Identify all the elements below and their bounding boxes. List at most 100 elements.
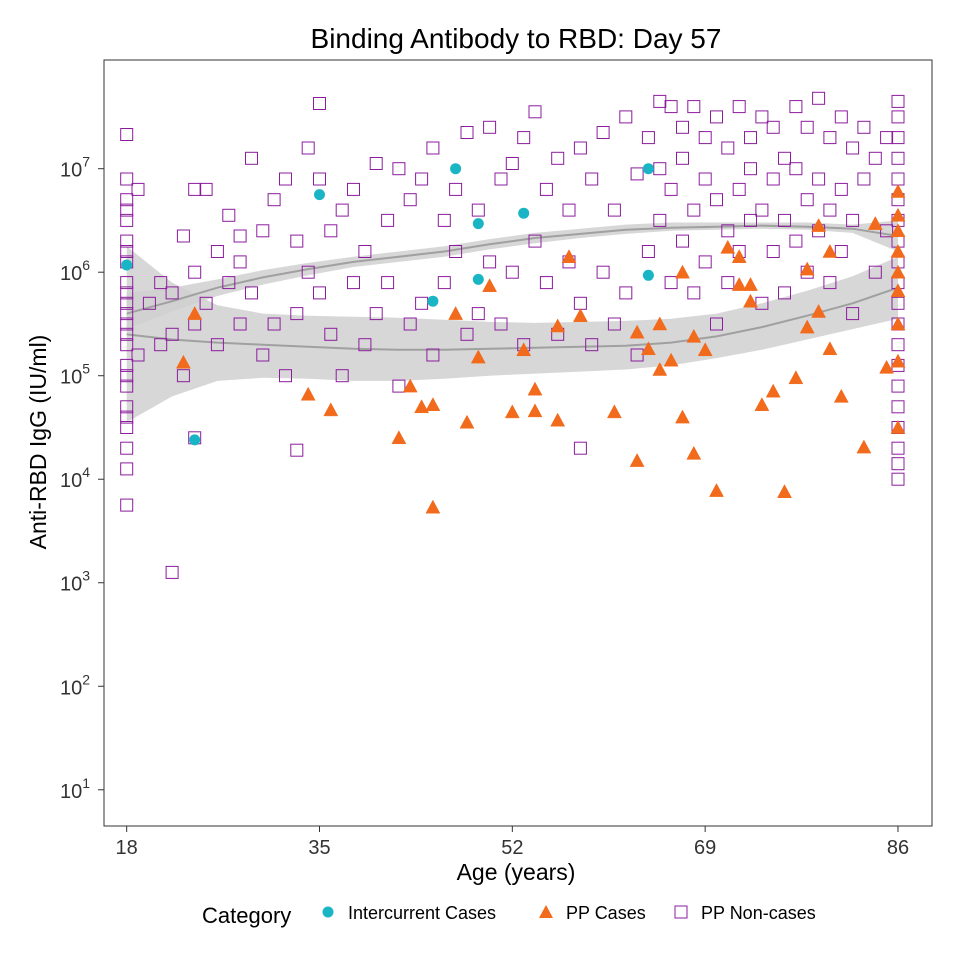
point-pp-non-case [199, 296, 213, 310]
point-pp-non-case [891, 94, 905, 108]
point-pp-case [890, 264, 906, 279]
point-pp-non-case [857, 172, 871, 186]
point-pp-case [686, 445, 702, 460]
point-pp-non-case [188, 265, 202, 279]
point-pp-non-case [483, 255, 497, 269]
point-pp-non-case [880, 224, 894, 238]
point-pp-non-case [131, 182, 145, 196]
point-pp-non-case [313, 172, 326, 186]
point-pp-case [504, 404, 520, 419]
point-pp-non-case [630, 167, 644, 181]
point-pp-non-case [120, 338, 134, 352]
legend-label: Intercurrent Cases [348, 903, 496, 923]
point-pp-case [572, 308, 588, 322]
point-pp-non-case [505, 157, 519, 170]
point-pp-non-case [403, 193, 417, 207]
point-pp-non-case [846, 307, 860, 321]
point-pp-non-case [120, 234, 134, 248]
point-pp-non-case [766, 172, 780, 186]
point-pp-non-case [301, 265, 315, 279]
point-pp-non-case [778, 286, 791, 300]
point-pp-non-case [676, 120, 689, 134]
point-pp-non-case [471, 307, 485, 321]
point-pp-case [890, 283, 906, 298]
point-pp-non-case [437, 276, 451, 290]
point-pp-non-case [120, 245, 134, 258]
point-pp-case [799, 261, 815, 276]
point-pp-non-case [698, 172, 712, 186]
point-intercurrent-case [189, 434, 201, 446]
point-pp-non-case [585, 338, 599, 352]
point-pp-non-case [607, 203, 621, 217]
plot-panel [103, 59, 933, 827]
point-pp-non-case [596, 265, 610, 279]
point-pp-non-case [891, 110, 905, 124]
point-pp-non-case [596, 126, 610, 139]
point-pp-non-case [290, 307, 304, 321]
point-pp-non-case [653, 213, 667, 227]
point-pp-case [561, 249, 577, 263]
point-pp-non-case [392, 379, 406, 393]
point-pp-non-case [494, 317, 508, 331]
point-intercurrent-case [642, 163, 654, 175]
point-pp-case [890, 183, 906, 198]
point-pp-case [731, 277, 747, 291]
point-pp-non-case [494, 172, 508, 186]
point-pp-non-case [415, 296, 429, 310]
point-pp-non-case [562, 203, 576, 217]
point-intercurrent-case [450, 163, 462, 175]
y-tick-label: 104 [60, 464, 90, 492]
point-pp-case [675, 264, 690, 279]
point-pp-case [527, 403, 543, 418]
point-pp-non-case [789, 162, 803, 176]
y-tick-label: 101 [60, 775, 90, 803]
point-pp-non-case [222, 208, 236, 222]
legend-key-intercurrent [322, 906, 334, 918]
point-pp-non-case [188, 182, 202, 196]
point-pp-non-case [846, 213, 860, 227]
point-pp-non-case [834, 182, 848, 196]
point-intercurrent-case [121, 259, 133, 271]
point-pp-case [459, 414, 475, 429]
point-pp-non-case [154, 276, 168, 290]
point-pp-non-case [233, 255, 247, 269]
legend: Category Intercurrent Cases PP Cases PP No… [202, 903, 816, 928]
point-pp-non-case [744, 131, 757, 145]
point-pp-non-case [131, 348, 145, 362]
point-pp-case [175, 354, 191, 369]
point-pp-case [833, 388, 849, 403]
point-pp-non-case [120, 462, 134, 476]
point-pp-case [777, 484, 792, 498]
point-pp-non-case [755, 296, 769, 310]
point-pp-non-case [313, 97, 326, 110]
point-pp-non-case [846, 141, 860, 155]
point-pp-non-case [619, 286, 633, 300]
smooth-lines [126, 224, 899, 351]
point-pp-case [686, 328, 702, 343]
point-pp-case [516, 342, 532, 357]
point-pp-non-case [335, 369, 349, 383]
smooth-line-1 [126, 286, 899, 351]
point-pp-case [890, 353, 906, 368]
point-pp-non-case [664, 182, 678, 196]
point-pp-non-case [369, 307, 383, 321]
point-pp-non-case [256, 348, 270, 362]
point-pp-case [890, 223, 906, 238]
point-pp-non-case [891, 338, 905, 352]
point-pp-non-case [120, 213, 134, 227]
point-pp-non-case [823, 203, 837, 217]
legend-label: PP Cases [566, 903, 646, 923]
point-pp-case [788, 370, 804, 385]
point-pp-non-case [528, 234, 542, 248]
point-pp-non-case [437, 213, 451, 227]
legend-label: PP Non-cases [701, 903, 816, 923]
point-pp-non-case [347, 276, 360, 290]
point-pp-non-case [256, 224, 270, 238]
point-pp-non-case [120, 317, 134, 331]
point-pp-non-case [381, 276, 395, 290]
point-pp-non-case [120, 296, 134, 310]
point-pp-case [482, 278, 498, 292]
point-pp-case [391, 430, 407, 445]
point-pp-case [697, 342, 713, 357]
